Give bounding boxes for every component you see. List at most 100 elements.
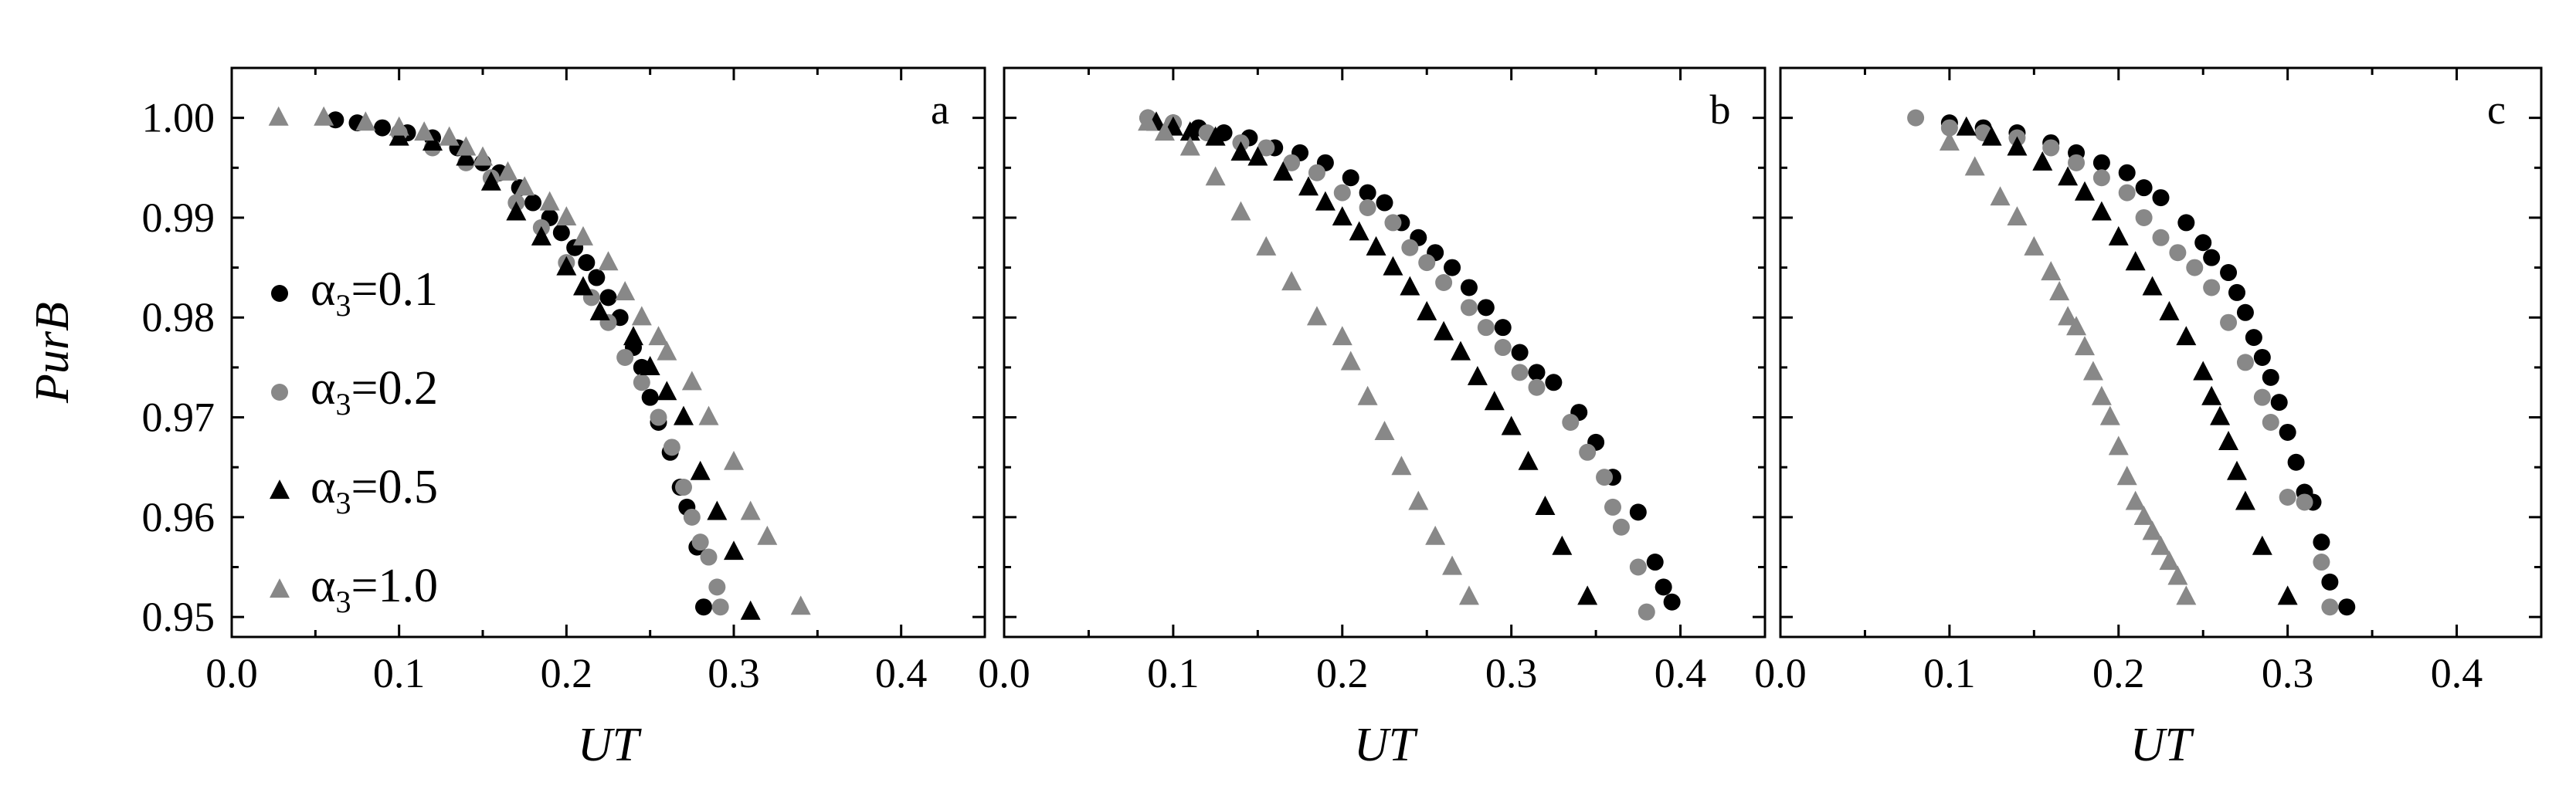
data-point-triangle (1552, 535, 1573, 555)
data-point-circle (691, 533, 709, 551)
data-point-triangle (473, 146, 493, 166)
data-point-triangle (657, 340, 677, 361)
data-point-circle (1604, 498, 1621, 516)
data-point-triangle (2125, 251, 2146, 271)
data-point-circle (2118, 184, 2136, 202)
data-point-circle (2118, 164, 2136, 181)
data-point-triangle (389, 126, 409, 146)
data-point-triangle (1256, 235, 1277, 256)
data-point-circle (2068, 154, 2086, 171)
data-point-circle (578, 254, 596, 272)
data-point-circle (2194, 234, 2212, 252)
data-point-triangle (556, 256, 577, 276)
legend-label: α3=0.2 (311, 362, 438, 422)
data-point-circle (1418, 254, 1436, 272)
data-point-triangle (314, 106, 334, 126)
y-axis-title: PurB (26, 302, 79, 404)
y-tick-label: 0.99 (142, 195, 216, 241)
data-point-triangle (2201, 385, 2222, 405)
x-tick-label: 0.0 (1754, 650, 1807, 696)
data-point-circle (524, 194, 541, 212)
data-point-circle (2338, 598, 2356, 616)
plot-frame (1779, 66, 2543, 638)
data-point-triangle (2116, 466, 2137, 486)
data-point-triangle (2176, 585, 2197, 605)
data-point-circle (1579, 443, 1597, 461)
data-point-circle (1333, 184, 1351, 202)
data-point-triangle (1179, 136, 1200, 156)
data-point-circle (1376, 194, 1393, 212)
data-point-circle (2321, 573, 2339, 591)
data-point-triangle (1179, 121, 1200, 141)
data-point-circle (695, 598, 712, 616)
data-point-circle (2313, 554, 2330, 571)
data-point-circle (1511, 344, 1529, 361)
data-point-circle (633, 374, 650, 391)
x-tick-label: 0.0 (978, 650, 1030, 696)
x-tick-label: 0.2 (541, 650, 593, 696)
data-point-triangle (506, 201, 527, 221)
data-point-circle (1460, 279, 1478, 296)
data-point-circle (1283, 154, 1301, 171)
data-point-triangle (2108, 435, 2129, 456)
data-point-triangle (724, 450, 744, 470)
data-point-triangle (1230, 141, 1251, 161)
data-point-circle (2262, 368, 2279, 386)
legend-label: α3=0.5 (311, 461, 438, 520)
data-point-triangle (2066, 316, 2087, 336)
data-point-triangle (1484, 391, 1505, 411)
data-point-triangle (531, 225, 552, 246)
legend-label-base: α (311, 461, 335, 513)
data-point-triangle (1315, 191, 1336, 211)
data-point-triangle (1990, 186, 2011, 206)
data-point-triangle (1138, 111, 1159, 131)
data-point-triangle (514, 176, 535, 196)
data-point-triangle (2193, 361, 2214, 381)
legend-label-subscript: 3 (335, 288, 351, 323)
panel-b: 0.0 0.1 0.2 0.3 0.4 b UT (978, 66, 1767, 771)
x-tick-label: 0.2 (1316, 650, 1369, 696)
series-3 (389, 126, 761, 620)
data-point-triangle (2125, 490, 2146, 510)
y-tick-label: 1.00 (142, 95, 216, 141)
x-tick-label: 0.1 (1147, 650, 1200, 696)
data-point-triangle (623, 326, 643, 346)
x-tick-label: 0.4 (1655, 650, 1707, 696)
data-point-circle (2135, 179, 2153, 197)
data-point-triangle (690, 460, 711, 480)
data-point-triangle (1535, 496, 1556, 515)
data-point-triangle (2235, 490, 2255, 510)
data-point-triangle (2133, 505, 2154, 525)
data-point-triangle (1391, 456, 1412, 476)
data-point-circle (2321, 598, 2339, 616)
series-3 (1956, 116, 2298, 605)
data-point-circle (2169, 244, 2187, 262)
series-4 (1939, 131, 2197, 605)
data-point-triangle (2041, 261, 2062, 281)
legend-marker-circle (271, 285, 288, 302)
data-point-circle (2245, 329, 2262, 347)
data-point-triangle (480, 171, 501, 191)
data-point-triangle (2091, 385, 2112, 405)
legend-label-base: α (311, 362, 335, 415)
data-point-circle (1655, 578, 1672, 596)
data-point-triangle (456, 146, 477, 166)
x-tick-label: 0.4 (875, 650, 928, 696)
data-point-triangle (1383, 256, 1403, 276)
data-point-circle (1663, 593, 1681, 611)
data-point-triangle (615, 281, 636, 301)
data-point-circle (1596, 469, 1614, 486)
data-point-triangle (1247, 146, 1268, 166)
data-point-triangle (1357, 385, 1378, 405)
legend-marker-circle (271, 384, 288, 401)
plot-frame (1003, 66, 1767, 638)
data-point-circle (708, 578, 726, 596)
legend-label-subscript: 3 (335, 387, 351, 422)
data-point-circle (1444, 259, 1461, 276)
x-tick-label: 0.1 (1923, 650, 1976, 696)
series-4 (268, 106, 811, 615)
data-point-circle (2253, 388, 2271, 406)
data-point-triangle (1425, 525, 1446, 545)
data-point-triangle (1154, 121, 1175, 141)
